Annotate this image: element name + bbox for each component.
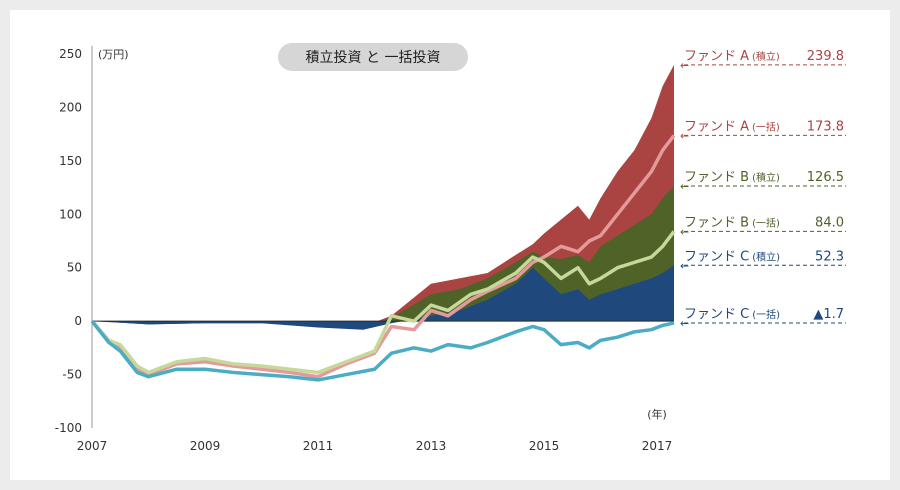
series-label: ファンド B (一括) (684, 215, 780, 230)
series-name: ファンド A (684, 119, 749, 134)
series-end-value: 173.8 (807, 119, 844, 134)
x-unit-label: (年) (647, 407, 667, 421)
series-name: ファンド C (684, 307, 749, 322)
series-subname: (積立) (752, 50, 780, 63)
y-tick-label: 0 (74, 314, 82, 328)
chart-title: 積立投資 と 一括投資 (278, 43, 468, 71)
series-subname: (一括) (752, 308, 780, 321)
series-end-value: 239.8 (807, 49, 844, 64)
x-tick-label: 2013 (416, 439, 447, 453)
y-tick-label: -50 (62, 368, 82, 382)
series-label: ファンド A (積立) (684, 49, 780, 64)
y-tick-label: 200 (59, 100, 82, 114)
series-name: ファンド C (684, 249, 749, 264)
series-end-value: 126.5 (807, 170, 844, 185)
y-tick-label: 150 (59, 154, 82, 168)
y-tick-label: 100 (59, 207, 82, 221)
series-subname: (積立) (752, 171, 780, 184)
series-subname: (一括) (752, 216, 780, 229)
series-name: ファンド B (684, 170, 749, 185)
y-unit-label: (万円) (98, 48, 129, 61)
y-tick-label: 50 (67, 261, 82, 275)
x-tick-label: 2009 (190, 439, 221, 453)
series-label: ファンド B (積立) (684, 170, 780, 185)
chart-panel: 250 200 150 100 50 0 -50 -100 (万円) 2007 2009 2011 20… (10, 10, 890, 480)
x-tick-label: 2007 (77, 439, 108, 453)
series-end-value: ▲1.7 (813, 307, 844, 322)
x-tick-label: 2015 (529, 439, 560, 453)
y-tick-label: 250 (59, 47, 82, 61)
series-label: ファンド A (一括) (684, 119, 780, 134)
chart-svg: 250 200 150 100 50 0 -50 -100 (万円) 2007 2009 2011 20… (10, 10, 890, 480)
series-end-value: 84.0 (815, 215, 844, 230)
series-name: ファンド B (684, 215, 749, 230)
y-tick-label: -100 (55, 421, 82, 435)
series-end-value: 52.3 (815, 249, 844, 264)
series-name: ファンド A (684, 49, 749, 64)
series-label: ファンド C (積立) (684, 249, 780, 264)
x-tick-label: 2011 (303, 439, 334, 453)
x-tick-label: 2017 (642, 439, 673, 453)
series-label: ファンド C (一括) (684, 307, 780, 322)
series-subname: (一括) (752, 120, 780, 133)
series-subname: (積立) (752, 250, 780, 263)
